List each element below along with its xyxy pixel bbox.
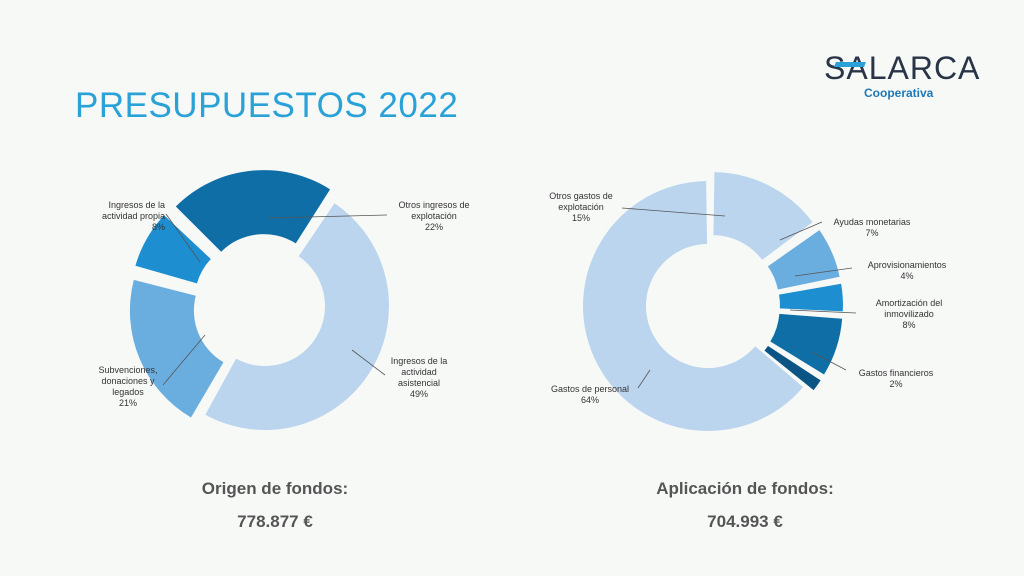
page-title: PRESUPUESTOS 2022 xyxy=(75,86,459,125)
leader-line-8 xyxy=(811,351,847,371)
category-label: Ingresos de la actividad propia xyxy=(101,200,165,221)
value-label: 8% xyxy=(902,320,916,330)
leader-line-2 xyxy=(162,334,206,386)
leader-line-6 xyxy=(794,267,853,277)
value-label: 8% xyxy=(151,222,165,232)
aplicacion-slice-1 xyxy=(767,230,840,290)
leader-lines xyxy=(162,207,857,389)
leader-line-5 xyxy=(779,221,823,241)
leader-line-3 xyxy=(351,349,386,376)
label-subvenciones: Subvenciones, donaciones y legados 21% xyxy=(88,365,168,409)
origen-fondos-total: 778.877 € xyxy=(237,512,313,531)
label-gastos-personal: Gastos de personal 64% xyxy=(540,384,640,406)
category-label: Ayudas monetarias xyxy=(833,217,911,227)
value-label: 2% xyxy=(889,379,903,389)
value-label: 49% xyxy=(409,389,428,399)
label-otros-gastos: Otros gastos de explotación 15% xyxy=(536,191,626,224)
donut-chart-origen xyxy=(129,170,389,430)
aplicacion-slice-4 xyxy=(764,345,821,391)
origen-slice-3 xyxy=(175,170,331,252)
leader-line-1 xyxy=(267,214,388,219)
category-label: Otros gastos de explotación xyxy=(549,191,613,212)
value-label: 64% xyxy=(580,395,599,405)
category-label: Aprovisionamientos xyxy=(867,260,947,270)
origen-fondos-caption: Origen de fondos: xyxy=(201,479,349,498)
value-label: 22% xyxy=(424,222,443,232)
label-aprovisionamientos: Aprovisionamientos 4% xyxy=(852,260,962,282)
category-label: Subvenciones, donaciones y legados xyxy=(98,365,158,397)
category-label: Gastos de personal xyxy=(550,384,630,394)
aplicacion-slice-3 xyxy=(770,313,843,375)
aplicacion-slice-0 xyxy=(713,172,813,260)
aplicacion-fondos-caption: Aplicación de fondos: xyxy=(656,479,834,498)
value-label: 15% xyxy=(571,213,590,223)
value-label: 7% xyxy=(865,228,879,238)
aplicacion-fondos-total: 704.993 € xyxy=(707,512,783,531)
salarca-logo: SALARCA Cooperativa xyxy=(824,50,994,102)
label-actividad-propia: Ingresos de la actividad propia 8% xyxy=(85,200,165,233)
category-label: Amortización del inmovilizado xyxy=(875,298,943,319)
label-gastos-financieros: Gastos financieros 2% xyxy=(846,368,946,390)
logo-subtitle: Cooperativa xyxy=(864,86,934,100)
leader-line-9 xyxy=(637,369,651,389)
logo-name: SALARCA xyxy=(824,50,981,86)
label-actividad-asistencial: Ingresos de la actividad asistencial 49% xyxy=(380,356,458,400)
donut-chart-aplicacion xyxy=(583,172,843,432)
aplicacion-slice-2 xyxy=(779,283,843,312)
origen-slice-1 xyxy=(129,279,224,418)
origen-slice-0 xyxy=(205,203,389,430)
leader-line-7 xyxy=(789,309,857,314)
leader-line-0 xyxy=(165,213,201,263)
label-ayudas-monetarias: Ayudas monetarias 7% xyxy=(822,217,922,239)
label-amortizacion: Amortización del inmovilizado 8% xyxy=(856,298,962,331)
category-label: Otros ingresos de explotación xyxy=(398,200,470,221)
origen-slice-2 xyxy=(135,215,211,284)
label-otros-ingresos: Otros ingresos de explotación 22% xyxy=(388,200,480,233)
aplicacion-slice-5 xyxy=(583,181,804,432)
category-label: Ingresos de la actividad asistencial xyxy=(390,356,448,388)
value-label: 4% xyxy=(900,271,914,281)
value-label: 21% xyxy=(118,398,137,408)
leader-line-4 xyxy=(621,207,726,217)
category-label: Gastos financieros xyxy=(858,368,934,378)
